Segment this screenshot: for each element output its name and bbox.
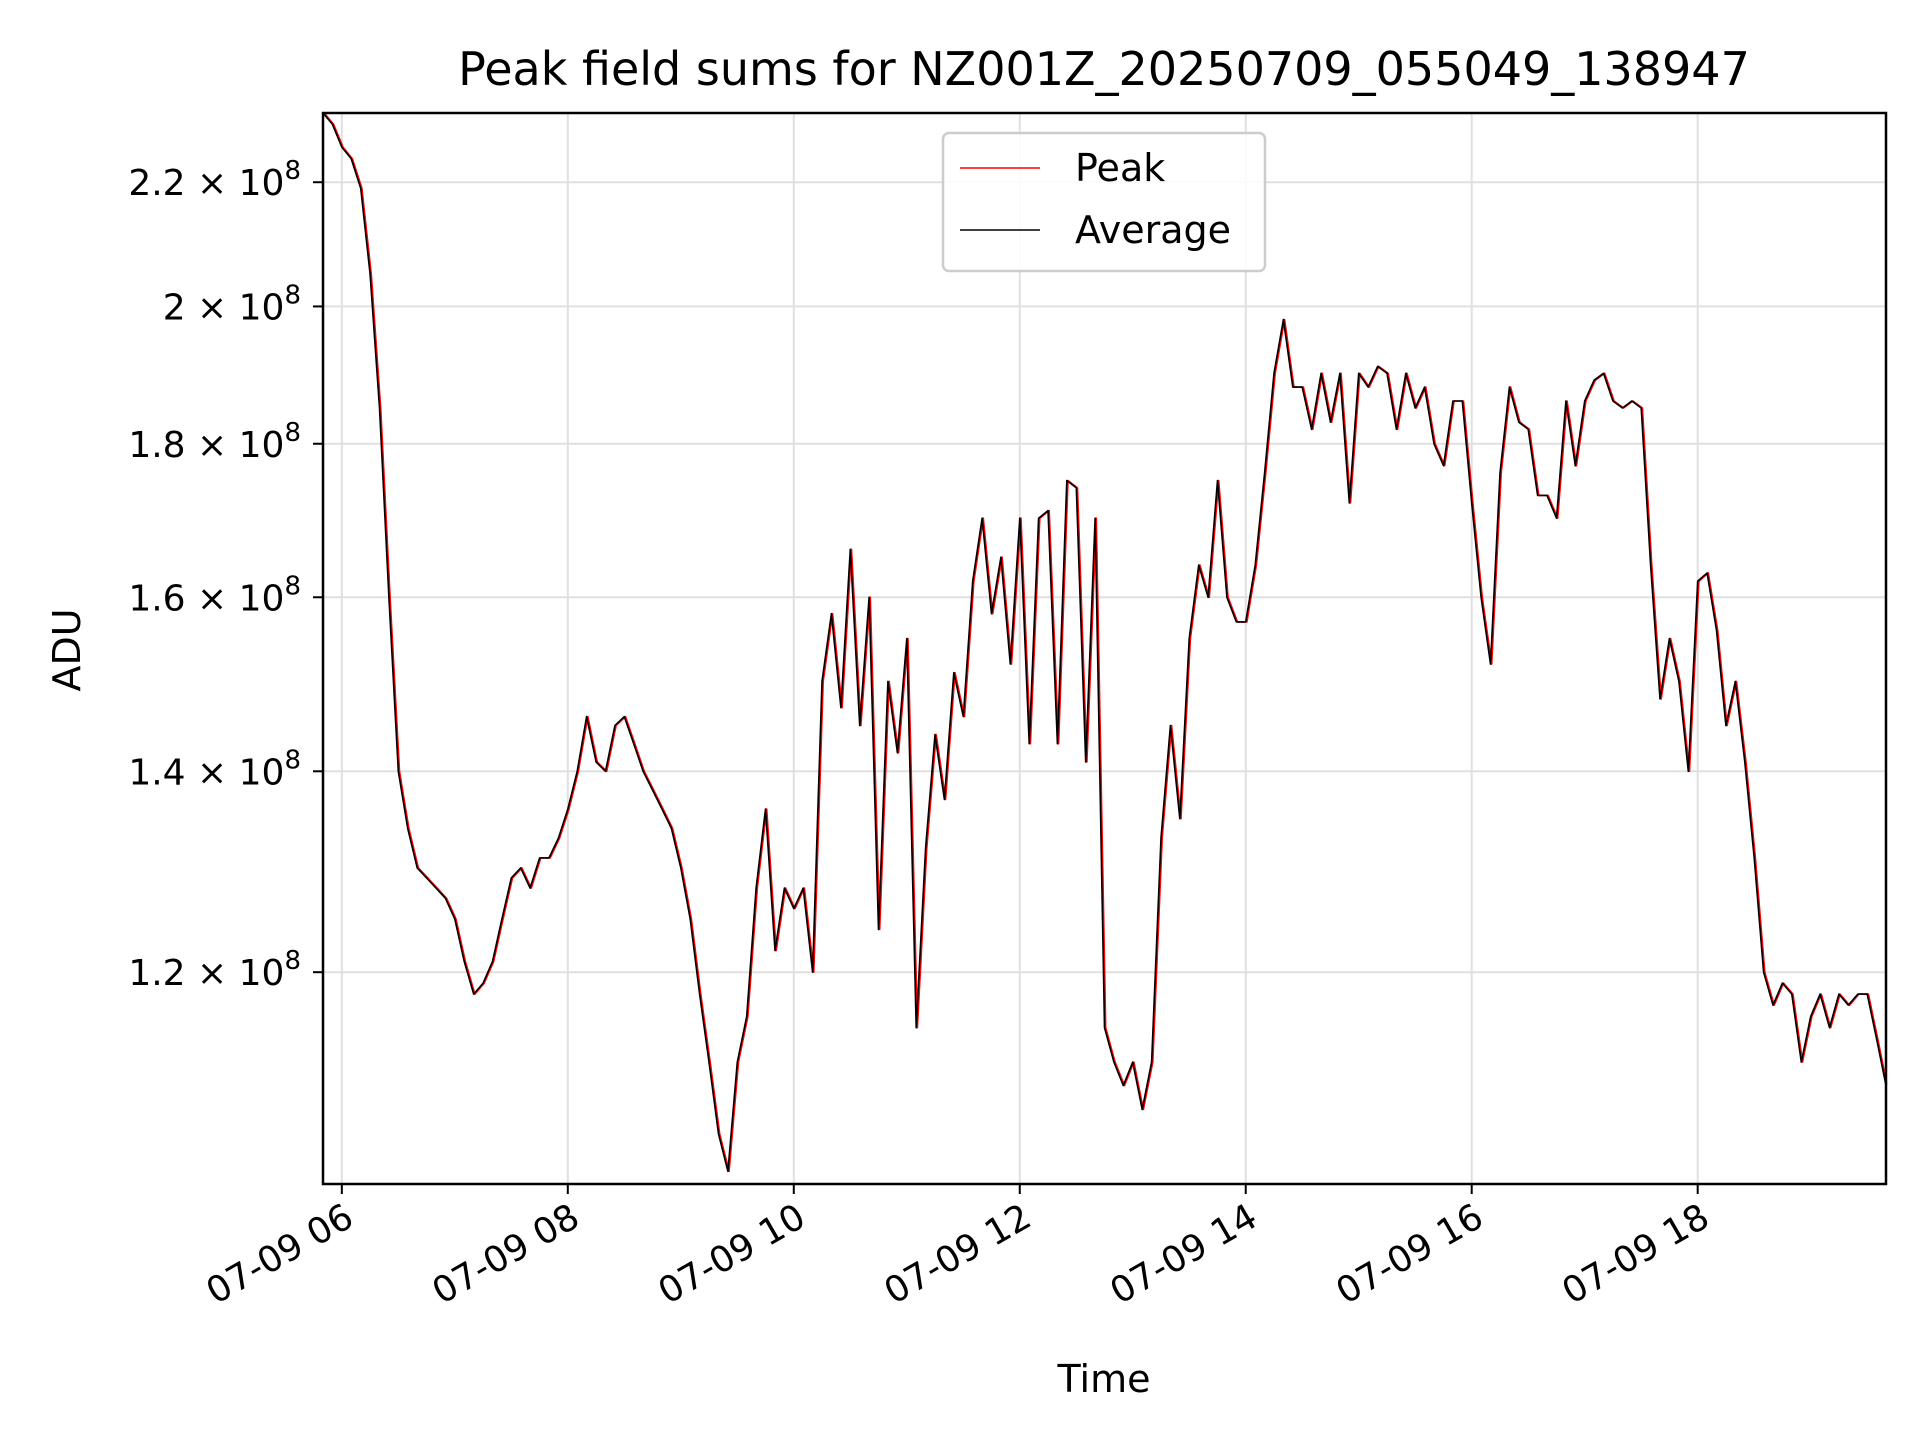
plot-lines bbox=[323, 113, 1888, 1173]
plot-frame bbox=[321, 111, 1888, 1186]
legend-label-average: Average bbox=[1075, 208, 1231, 252]
legend: Peak Average bbox=[941, 131, 1267, 273]
y-axis-label: ADU bbox=[45, 608, 89, 691]
grid bbox=[323, 113, 1886, 1184]
y-tick-label: 2.2 × 108 bbox=[128, 156, 301, 204]
y-tick-label: 1.4 × 108 bbox=[128, 745, 301, 793]
series-line-average bbox=[323, 113, 1886, 1173]
x-axis-label: Time bbox=[1057, 1357, 1151, 1401]
y-tick-label: 1.8 × 108 bbox=[128, 418, 301, 466]
y-tick-label: 2 × 108 bbox=[163, 280, 301, 328]
y-tick-label: 1.6 × 108 bbox=[128, 571, 301, 619]
chart-title: Peak field sums for NZ001Z_20250709_0550… bbox=[458, 42, 1750, 96]
y-axis-ticks: 1.2 × 108 1.4 × 108 1.6 × 108 1.8 × 108 2 × … bbox=[128, 156, 323, 994]
y-tick-label: 1.2 × 108 bbox=[128, 946, 301, 994]
legend-label-peak: Peak bbox=[1075, 146, 1165, 190]
